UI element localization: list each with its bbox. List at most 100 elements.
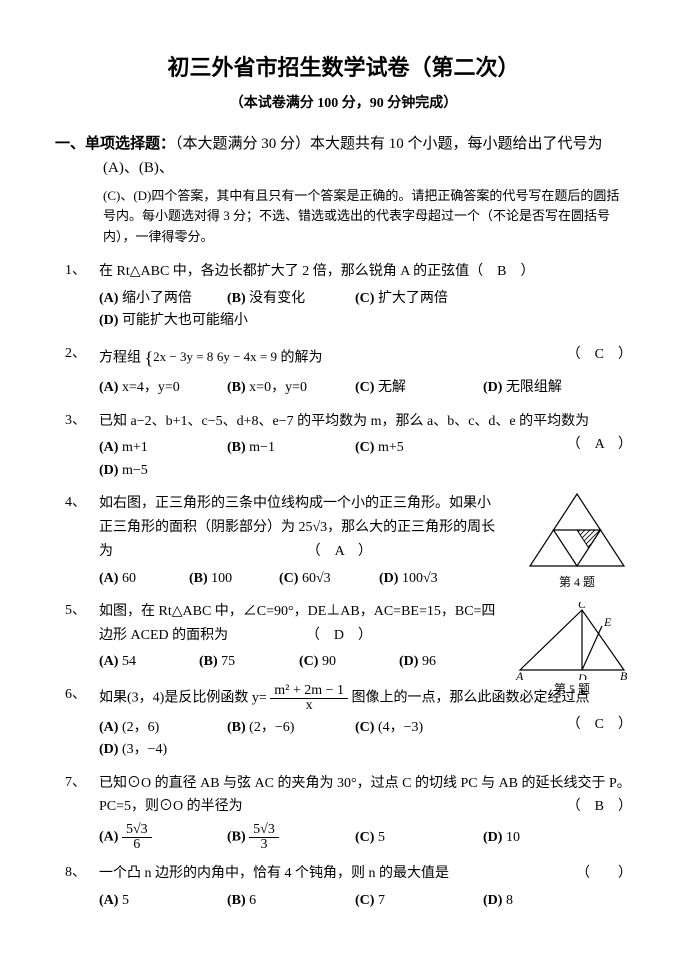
q3-text: 已知 a−2、b+1、c−5、d+8、e−7 的平均数为 m，那么 a、b、c、… (99, 414, 589, 429)
q4-text: 如右图，正三角形的三条中位线构成一个小的正三角形。如果小正三角形的面积（阴影部分… (99, 496, 495, 559)
option-b: (B) 75 (199, 651, 289, 673)
option-a: (A) 缩小了两倍 (99, 288, 217, 310)
option-a: (A) m+1 (99, 437, 217, 459)
option-a: (A) 54 (99, 651, 189, 673)
answer-slot: C (595, 347, 604, 362)
option-a-text: m+1 (122, 440, 148, 455)
option-b-text: m−1 (249, 440, 275, 455)
option-d: (D) 96 (399, 651, 489, 673)
question-3: 3、 已知 a−2、b+1、c−5、d+8、e−7 的平均数为 m，那么 a、b… (55, 410, 632, 483)
question-7: 7、 已知⊙O 的直径 AB 与弦 AC 的夹角为 30°，过点 C 的切线 P… (55, 772, 632, 853)
option-a-text: 5 (122, 893, 129, 908)
question-number: 7、 (65, 772, 86, 794)
fraction: 5√3 6 (122, 823, 152, 852)
right-triangle-figure-icon: A B C D E (512, 602, 632, 680)
equation-1: 2x − 3y = 8 (153, 349, 213, 364)
option-c-text: 90 (322, 654, 336, 669)
option-c: (C) m+5 (355, 437, 473, 459)
question-text: 已知 a−2、b+1、c−5、d+8、e−7 的平均数为 m，那么 a、b、c、… (99, 410, 632, 434)
page-subtitle: （本试卷满分 100 分，90 分钟完成） (55, 93, 632, 115)
fraction: 5√3 3 (249, 823, 279, 852)
answer-slot: C (595, 717, 604, 732)
q8-text: 一个凸 n 边形的内角中，恰有 4 个钝角，则 n 的最大值是 (99, 866, 449, 881)
option-b: (B) 5√3 3 (227, 823, 345, 852)
option-c-text: 5 (378, 830, 385, 845)
option-b-text: x=0，y=0 (249, 380, 307, 395)
fraction-denominator: 3 (249, 838, 279, 852)
option-a-text: (2，6) (122, 720, 159, 735)
figure-caption: 第 4 题 (522, 573, 632, 592)
equation-2: 6y − 4x = 9 (217, 349, 277, 364)
option-b: (B) x=0，y=0 (227, 377, 345, 399)
option-b: (B) 6 (227, 890, 345, 912)
option-d: (D) 100√3 (379, 568, 469, 590)
option-a: (A) (2，6) (99, 717, 217, 739)
option-d-text: 10 (506, 830, 520, 845)
brace-icon: { (145, 343, 154, 374)
option-b: (B) (2，−6) (227, 717, 345, 739)
question-text: 在 Rt△ABC 中，各边长都扩大了 2 倍，那么锐角 A 的正弦值（ B ） (99, 260, 632, 284)
answer-slot: B (595, 799, 604, 814)
option-a-text: 54 (122, 654, 136, 669)
options: (A) (2，6) (B) (2，−6) (C) (4，−3) (D) (3，−… (99, 717, 567, 762)
fraction: m² + 2m − 1 x (270, 684, 348, 713)
question-8: 8、 一个凸 n 边形的内角中，恰有 4 个钝角，则 n 的最大值是 （ ） (… (55, 862, 632, 912)
fraction-denominator: 6 (122, 838, 152, 852)
question-text: 方程组 { 2x − 3y = 8 6y − 4x = 9 的解为 （ C ） (99, 343, 632, 374)
option-b: (B) m−1 (227, 437, 345, 459)
option-c-text: (4，−3) (378, 720, 423, 735)
question-1: 1、 在 Rt△ABC 中，各边长都扩大了 2 倍，那么锐角 A 的正弦值（ B… (55, 260, 632, 333)
question-number: 4、 (65, 492, 86, 514)
section-desc-line1: （本大题满分 30 分）本大题共有 10 个小题，每小题给出了代号为(A)、(B… (103, 136, 603, 176)
option-d: (D) m−5 (99, 460, 217, 482)
option-d: (D) 10 (483, 827, 601, 849)
option-c: (C) 7 (355, 890, 473, 912)
option-c: (C) 无解 (355, 377, 473, 399)
option-d: (D) (3，−4) (99, 739, 217, 761)
equation-system: 2x − 3y = 8 6y − 4x = 9 (153, 346, 277, 370)
page-title: 初三外省市招生数学试卷（第二次） (55, 50, 632, 85)
q7-text: 已知⊙O 的直径 AB 与弦 AC 的夹角为 30°，过点 C 的切线 PC 与… (99, 776, 631, 815)
svg-text:B: B (620, 669, 628, 680)
question-number: 3、 (65, 410, 86, 432)
option-b-text: 100 (211, 571, 232, 586)
q2-text-a: 方程组 (99, 350, 141, 365)
svg-text:E: E (603, 615, 612, 629)
answer-slot: B (497, 264, 506, 279)
q6-text-a: 如果(3，4)是反比例函数 y= (99, 691, 267, 706)
option-c: (C) 90 (299, 651, 389, 673)
option-d-text: (3，−4) (122, 742, 167, 757)
fraction-numerator: 5√3 (249, 823, 279, 838)
svg-text:D: D (577, 671, 587, 680)
option-c: (C) 扩大了两倍 (355, 288, 473, 310)
question-text: 一个凸 n 边形的内角中，恰有 4 个钝角，则 n 的最大值是 （ ） (99, 862, 632, 886)
fraction-denominator: x (270, 699, 348, 713)
option-a: (A) 60 (99, 568, 179, 590)
option-a: (A) 5√3 6 (99, 823, 217, 852)
option-d-text: 无限组解 (506, 380, 562, 395)
option-d: (D) 可能扩大也可能缩小 (99, 310, 248, 332)
question-number: 5、 (65, 600, 86, 622)
option-b: (B) 100 (189, 568, 269, 590)
option-c: (C) 5 (355, 827, 473, 849)
section-label: 一、单项选择题： (55, 136, 175, 152)
option-a: (A) x=4，y=0 (99, 377, 217, 399)
q5-text: 如图，在 Rt△ABC 中，∠C=90°，DE⊥AB，AC=BE=15，BC=四… (99, 604, 495, 643)
options: (A) 5√3 6 (B) 5√3 3 (C) 5 (D) 10 (99, 823, 632, 852)
option-b-text: (2，−6) (249, 720, 294, 735)
figure-4: 第 4 题 (522, 488, 632, 592)
options: (A) m+1 (B) m−1 (C) m+5 (D) m−5 (99, 437, 567, 482)
option-a-text: 60 (122, 571, 136, 586)
option-c-text: m+5 (378, 440, 404, 455)
question-text: 已知⊙O 的直径 AB 与弦 AC 的夹角为 30°，过点 C 的切线 PC 与… (99, 772, 632, 820)
option-b: (B) 没有变化 (227, 288, 345, 310)
section-desc-line2: (C)、(D)四个答案，其中有且只有一个答案是正确的。请把正确答案的代号写在题后… (55, 186, 632, 248)
question-6: 6、 如果(3，4)是反比例函数 y= m² + 2m − 1 x 图像上的一点… (55, 684, 632, 762)
answer-slot: A (595, 437, 604, 452)
question-number: 2、 (65, 343, 86, 365)
section-heading: 一、单项选择题：（本大题满分 30 分）本大题共有 10 个小题，每小题给出了代… (55, 132, 632, 180)
options: (A) 5 (B) 6 (C) 7 (D) 8 (99, 890, 632, 912)
question-number: 6、 (65, 684, 86, 706)
option-d-text: 96 (422, 654, 436, 669)
options: (A) x=4，y=0 (B) x=0，y=0 (C) 无解 (D) 无限组解 (99, 377, 632, 399)
